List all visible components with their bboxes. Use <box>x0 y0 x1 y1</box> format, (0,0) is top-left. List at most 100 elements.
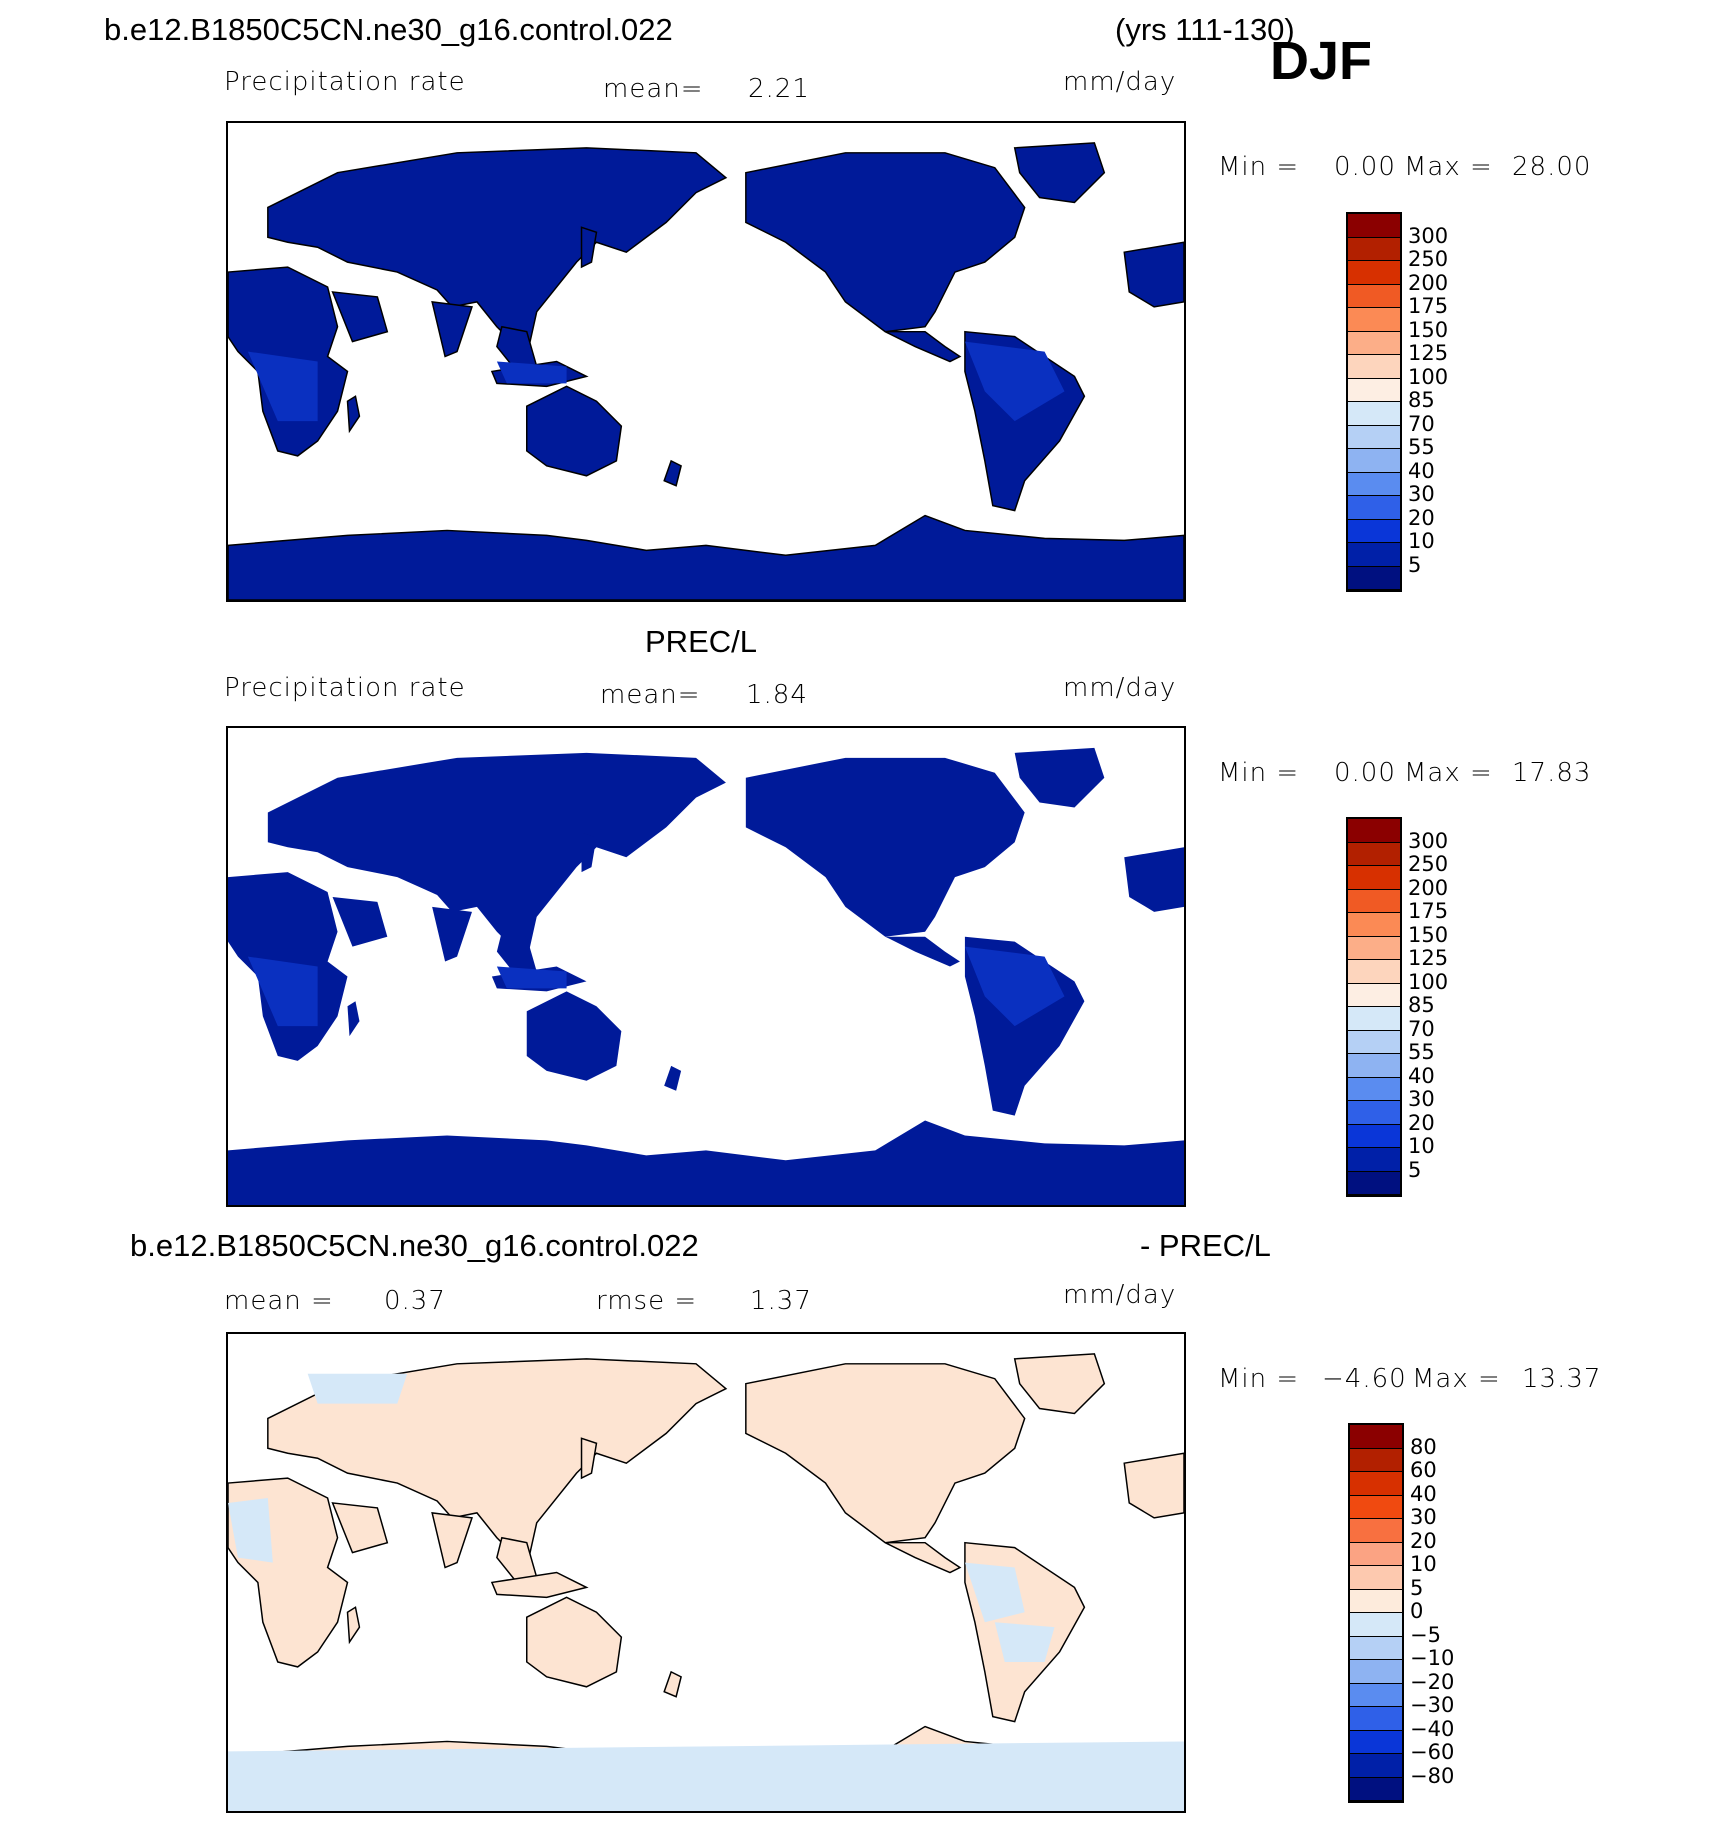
colorbar-swatch <box>1350 1495 1402 1519</box>
colorbar-tick-label: 20 <box>1408 505 1435 530</box>
panel2-min-value: 0.00 <box>1334 758 1396 788</box>
panel3-subtitle-left: b.e12.B1850C5CN.ne30_g16.control.022 <box>130 1228 699 1263</box>
panel3-units: mm/day <box>1063 1280 1177 1310</box>
colorbar-swatch <box>1350 1754 1402 1778</box>
precip-region <box>964 946 1065 1027</box>
panel1-field-label: Precipitation rate <box>224 67 466 97</box>
colorbar-swatch <box>1350 1589 1402 1613</box>
panel2-max-value: 17.83 <box>1512 758 1592 788</box>
panel1-mean-label: mean= <box>603 74 704 104</box>
colorbar-tick-label: 300 <box>1408 828 1449 853</box>
colorbar-swatch <box>1348 1030 1400 1054</box>
panel1-max-label: Max = <box>1404 152 1493 182</box>
japan-landmass <box>581 832 597 873</box>
colorbar-tick-label: 55 <box>1408 435 1435 459</box>
panel3-mean-label: mean = <box>224 1286 334 1316</box>
precip-region <box>247 351 318 422</box>
panel3-rmse-label: rmse = <box>596 1286 698 1316</box>
panel1-max-value: 28.00 <box>1512 152 1592 182</box>
colorbar-tick-label: 300 <box>1408 223 1449 248</box>
colorbar-tick-label: 175 <box>1408 294 1449 318</box>
colorbar-swatch <box>1348 284 1400 308</box>
panel3-min-value: −4.60 <box>1322 1364 1407 1394</box>
madagascar-landmass <box>346 395 361 434</box>
panel2-mean-value: 1.84 <box>746 680 808 710</box>
panel2-min-label: Min = <box>1218 758 1300 788</box>
colorbar-tick-label: 150 <box>1408 922 1449 947</box>
panel3-min-label: Min = <box>1218 1364 1300 1394</box>
colorbar-swatch <box>1350 1777 1402 1801</box>
camerica-landmass <box>884 1541 962 1574</box>
japan-landmass <box>580 226 598 269</box>
colorbar-swatch <box>1348 425 1400 449</box>
arabia-landmass <box>331 291 389 343</box>
antarctica-landmass <box>228 1120 1184 1205</box>
colorbar-swatch <box>1348 936 1400 960</box>
colorbar-swatch <box>1348 378 1400 402</box>
colorbar-swatch <box>1348 308 1400 332</box>
europe_w-landmass <box>1123 241 1184 308</box>
colorbar-swatch <box>1348 237 1400 261</box>
colorbar-swatch <box>1348 566 1400 590</box>
colorbar-swatch <box>1348 889 1400 913</box>
precip-region <box>228 1497 273 1563</box>
colorbar-swatch <box>1348 960 1400 984</box>
colorbar-tick-label: 40 <box>1408 458 1435 483</box>
colorbar-swatch <box>1348 1007 1400 1031</box>
precip-region <box>496 966 567 989</box>
antarctica-landmass <box>228 514 1184 600</box>
europe_w-landmass <box>1124 847 1184 912</box>
colorbar-swatch <box>1350 1613 1402 1637</box>
colorbar-tick-label: 125 <box>1408 341 1449 365</box>
colorbar-swatch <box>1350 1448 1402 1472</box>
colorbar-tick-label: 10 <box>1408 529 1435 553</box>
colorbar-tick-label: 40 <box>1410 1481 1437 1506</box>
colorbar-tick-label: 5 <box>1408 1157 1422 1182</box>
colorbar-tick-label: 250 <box>1408 852 1449 876</box>
panel1-mean-value: 2.21 <box>748 74 810 104</box>
eurasia-landmass <box>267 147 728 359</box>
colorbar-tick-label: 10 <box>1410 1552 1437 1576</box>
case-title: b.e12.B1850C5CN.ne30_g16.control.022 <box>104 12 673 47</box>
colorbar-tick-label: 70 <box>1408 1016 1435 1041</box>
colorbar-swatch <box>1348 355 1400 379</box>
panel3-max-label: Max = <box>1412 1364 1501 1394</box>
panel1-map <box>226 121 1186 602</box>
colorbar-swatch <box>1348 543 1400 567</box>
colorbar-swatch <box>1348 1101 1400 1125</box>
colorbar-swatch <box>1348 331 1400 355</box>
colorbar-tick-label: 150 <box>1408 317 1449 342</box>
precip-region <box>307 1373 408 1404</box>
panel3-mean-value: 0.37 <box>384 1286 446 1316</box>
colorbar-tick-label: −10 <box>1410 1646 1455 1670</box>
colorbar-tick-label: 20 <box>1408 1110 1435 1135</box>
panel3-colorbar <box>1348 1423 1404 1803</box>
colorbar-swatch <box>1348 214 1400 238</box>
panel1-min-value: 0.00 <box>1334 152 1396 182</box>
nz-landmass <box>663 459 682 487</box>
arabia-landmass <box>332 896 388 947</box>
colorbar-tick-label: −60 <box>1410 1740 1455 1764</box>
precip-region <box>964 1562 1025 1623</box>
colorbar-swatch <box>1350 1472 1402 1496</box>
colorbar-swatch <box>1350 1542 1402 1566</box>
colorbar-tick-label: −30 <box>1410 1693 1455 1717</box>
japan-landmass <box>580 1437 598 1480</box>
colorbar-swatch <box>1348 519 1400 543</box>
colorbar-swatch <box>1348 402 1400 426</box>
colorbar-swatch <box>1348 983 1400 1007</box>
precip-region <box>496 361 567 384</box>
colorbar-tick-label: 100 <box>1408 364 1449 389</box>
india-landmass <box>431 1512 473 1569</box>
years-label: (yrs 111-130) <box>1115 12 1295 47</box>
colorbar-swatch <box>1350 1425 1402 1449</box>
indonesia-landmass <box>490 1571 589 1599</box>
eurasia-landmass <box>267 1358 728 1570</box>
greenland-landmass <box>1013 142 1106 204</box>
panel3-map <box>226 1332 1186 1813</box>
colorbar-tick-label: 20 <box>1410 1528 1437 1553</box>
colorbar-swatch <box>1350 1730 1402 1754</box>
colorbar-swatch <box>1348 1124 1400 1148</box>
colorbar-swatch <box>1348 261 1400 285</box>
precip-region <box>994 1622 1055 1662</box>
